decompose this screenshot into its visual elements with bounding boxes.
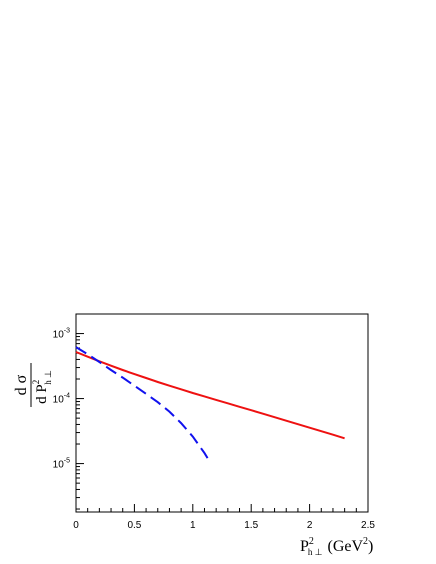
- y-tick-label: 10-3: [53, 328, 70, 341]
- x-axis-ticks: 0 0.5 1 1.5 2 2.5: [73, 504, 375, 531]
- x-tick-label: 1.5: [244, 520, 258, 531]
- series-line-solid: [75, 351, 345, 440]
- y-tick-label: 10-4: [53, 393, 70, 406]
- x-tick-label: 2.5: [361, 520, 375, 531]
- y-axis-title: d σ d P2 h ⊥: [13, 363, 53, 407]
- x-axis-title: P2 h ⊥ (GeV2): [300, 536, 373, 557]
- x-tick-label: 2: [307, 520, 313, 531]
- plot-frame: [75, 313, 369, 513]
- y-tick-label: 10-5: [53, 458, 70, 471]
- y-title-numerator: d σ: [13, 374, 30, 395]
- series-layer: [75, 346, 345, 460]
- y-axis-ticks: 10-3 10-4 10-5: [53, 313, 84, 510]
- x-tick-label: 1: [190, 520, 196, 531]
- x-tick-label: 0.5: [127, 520, 141, 531]
- x-tick-label: 0: [73, 520, 79, 531]
- series-line-dashed: [75, 346, 209, 460]
- y-title-denominator: d P2 h ⊥: [31, 370, 53, 404]
